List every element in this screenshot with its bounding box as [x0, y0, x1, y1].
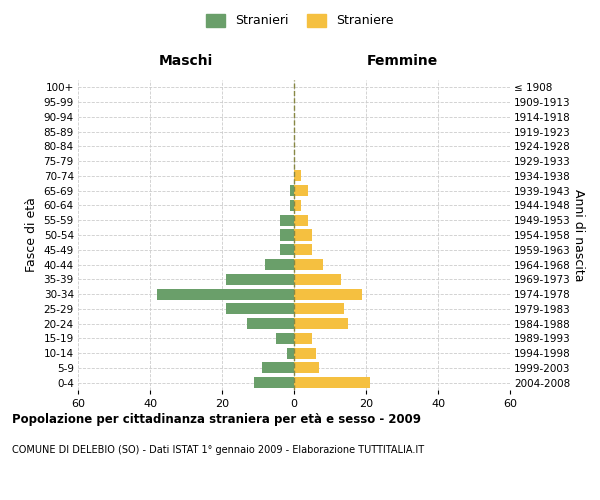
Bar: [247, 318, 294, 329]
Bar: [254, 377, 294, 388]
Y-axis label: Anni di nascita: Anni di nascita: [572, 188, 585, 281]
Bar: [157, 288, 294, 300]
Text: Maschi: Maschi: [159, 54, 213, 68]
Y-axis label: Fasce di età: Fasce di età: [25, 198, 38, 272]
Text: Femmine: Femmine: [367, 54, 437, 68]
Legend: Stranieri, Straniere: Stranieri, Straniere: [202, 8, 398, 32]
Bar: [226, 274, 294, 285]
Bar: [294, 304, 344, 314]
Bar: [294, 333, 312, 344]
Bar: [280, 230, 294, 240]
Bar: [294, 318, 348, 329]
Bar: [287, 348, 294, 358]
Bar: [280, 214, 294, 226]
Bar: [294, 274, 341, 285]
Bar: [226, 304, 294, 314]
Text: COMUNE DI DELEBIO (SO) - Dati ISTAT 1° gennaio 2009 - Elaborazione TUTTITALIA.IT: COMUNE DI DELEBIO (SO) - Dati ISTAT 1° g…: [12, 445, 424, 455]
Bar: [294, 170, 301, 181]
Bar: [294, 362, 319, 374]
Bar: [265, 259, 294, 270]
Bar: [294, 200, 301, 211]
Bar: [294, 230, 312, 240]
Bar: [294, 244, 312, 256]
Bar: [262, 362, 294, 374]
Bar: [294, 259, 323, 270]
Bar: [294, 288, 362, 300]
Bar: [294, 377, 370, 388]
Bar: [294, 185, 308, 196]
Bar: [294, 214, 308, 226]
Bar: [294, 348, 316, 358]
Text: Popolazione per cittadinanza straniera per età e sesso - 2009: Popolazione per cittadinanza straniera p…: [12, 412, 421, 426]
Bar: [290, 200, 294, 211]
Bar: [290, 185, 294, 196]
Bar: [276, 333, 294, 344]
Bar: [280, 244, 294, 256]
